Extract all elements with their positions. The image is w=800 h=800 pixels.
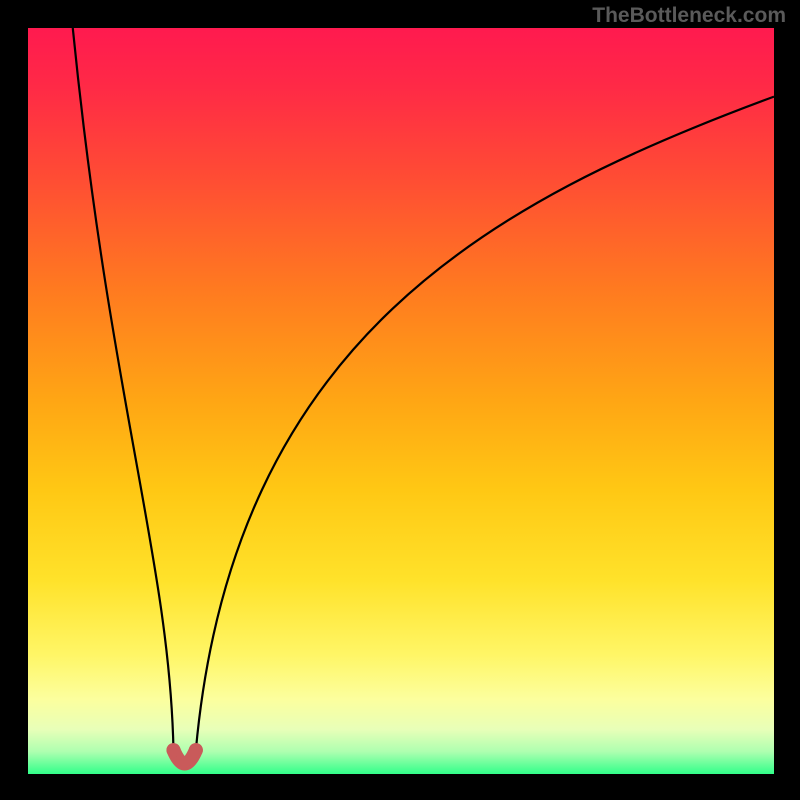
curve-left-branch: [73, 28, 174, 750]
watermark-text: TheBottleneck.com: [592, 4, 786, 28]
dip-marker-endpoint-left: [166, 743, 180, 757]
curve-right-branch: [196, 97, 774, 750]
chart-container: TheBottleneck.com: [0, 0, 800, 800]
plot-area: [28, 28, 774, 774]
dip-marker-endpoint-right: [189, 743, 203, 757]
curve-layer: [28, 28, 774, 774]
